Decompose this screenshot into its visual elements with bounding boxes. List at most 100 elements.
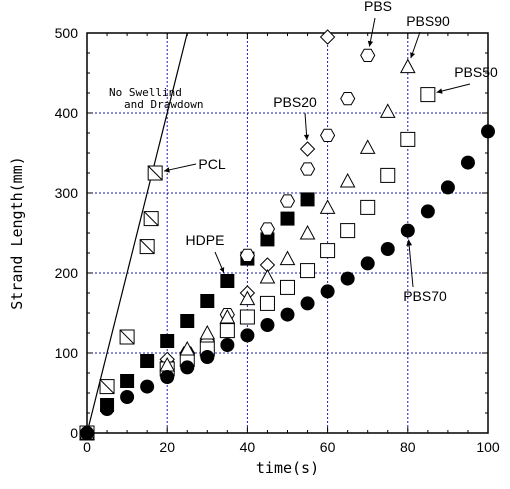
pbs90-point	[279, 250, 296, 266]
hdpe-point	[280, 211, 295, 226]
hdpe-arrowhead	[219, 267, 225, 273]
pbs90-point	[259, 268, 276, 284]
pcl-label: PCL	[198, 156, 225, 172]
pbs-label: PBS	[364, 0, 392, 14]
y-axis-title: Strand Length(mm)	[8, 156, 26, 310]
data-markers	[79, 29, 495, 441]
pbs90-arrowhead	[410, 52, 415, 59]
hdpe-point	[160, 334, 175, 348]
hdpe-point	[200, 294, 215, 308]
pcl-point	[147, 165, 163, 181]
pbs90-point	[179, 340, 196, 356]
hdpe-point	[260, 232, 275, 247]
y-tick-label: 0	[70, 425, 78, 441]
reference-line-label-line: and Drawdown	[124, 98, 203, 111]
pbs50-point	[380, 167, 396, 183]
hdpe-label: HDPE	[186, 232, 225, 248]
pbs70-point	[80, 426, 94, 440]
pbs70-point	[380, 242, 395, 256]
pbs50-point	[219, 323, 235, 339]
pcl-point-cross	[139, 239, 155, 254]
pbs70-point	[180, 360, 195, 375]
y-tick-label: 300	[55, 185, 79, 201]
pbs50-point	[300, 263, 316, 279]
pcl-point	[119, 329, 135, 345]
pbs20-point	[319, 29, 336, 45]
pbs70-point	[100, 402, 115, 416]
pbs90-point	[319, 199, 336, 214]
pcl-point-cross	[99, 379, 115, 394]
pbs20-arrowhead	[303, 134, 310, 141]
pbs-point	[239, 248, 255, 262]
x-tick-label: 60	[320, 439, 336, 455]
hdpe-point	[220, 274, 235, 288]
pcl-point-cross	[119, 329, 135, 345]
pbs70-point	[300, 296, 315, 311]
hdpe-point	[180, 314, 195, 328]
pbs50-point	[340, 223, 356, 239]
pbs90-point	[339, 172, 356, 188]
pbs70-point	[160, 370, 175, 384]
hdpe-point	[120, 374, 135, 388]
y-tick-label: 400	[55, 105, 79, 121]
pbs50-arrowhead	[436, 88, 443, 94]
hdpe-point	[140, 354, 155, 368]
pbs90-point	[219, 308, 236, 324]
pbs70-point	[400, 223, 415, 238]
pbs50-point	[320, 243, 336, 259]
axis-ticks: 0 20 40 60 80 100 0 100 200 300 400 500	[55, 25, 500, 455]
pbs70-point	[440, 180, 455, 195]
pbs-point	[279, 194, 296, 208]
pbs-point	[340, 92, 356, 106]
pbs70-point	[140, 379, 155, 394]
y-tick-label: 500	[55, 25, 79, 41]
pcl-leader	[163, 163, 197, 172]
pbs70-leader	[408, 239, 414, 288]
pbs-arrowhead	[367, 40, 374, 47]
pbs70-point	[481, 124, 495, 139]
pbs90-point	[379, 103, 396, 118]
pbs90-point	[399, 58, 416, 74]
pbs70-label: PBS70	[403, 288, 447, 304]
pbs70-point	[320, 284, 335, 299]
x-tick-label: 0	[83, 439, 91, 455]
pbs50-leader	[436, 83, 471, 93]
pbs-point	[300, 162, 316, 176]
annotations: PBS PBS90 PBS50 PBS20 PCL HDPE PBS70	[163, 0, 498, 304]
pbs70-point	[360, 256, 375, 271]
pbs90-label: PBS90	[406, 13, 450, 29]
pbs70-point	[280, 307, 295, 322]
pbs70-point	[200, 350, 215, 364]
pcl-point	[139, 239, 155, 255]
pbs70-point	[420, 204, 435, 219]
pbs20-label: PBS20	[273, 94, 317, 110]
pbs-point	[320, 128, 336, 142]
pcl-point-cross	[147, 165, 163, 181]
pbs50-point	[360, 199, 376, 215]
pbs20-point	[299, 141, 316, 157]
pbs50-point	[420, 87, 436, 103]
pbs70-point	[340, 271, 355, 286]
pbs-point	[259, 222, 276, 236]
pcl-point-cross	[143, 211, 159, 226]
pcl-point	[143, 211, 159, 227]
pbs90-point	[199, 324, 216, 340]
x-tick-label: 20	[159, 439, 175, 455]
pbs70-point	[260, 318, 275, 332]
y-tick-label: 100	[55, 345, 79, 361]
reference-line	[86, 32, 188, 434]
pbs90-point	[239, 290, 256, 306]
pbs50-point	[239, 309, 255, 325]
pbs50-point	[259, 295, 275, 311]
x-tick-label: 100	[476, 439, 500, 455]
pbs-point	[360, 48, 376, 62]
x-tick-label: 80	[400, 439, 416, 455]
reference-line-label-line: No Swellind	[109, 86, 182, 99]
pbs70-point	[120, 390, 135, 404]
hdpe-point	[300, 192, 315, 207]
y-tick-label: 200	[55, 265, 79, 281]
pbs50-point	[280, 279, 295, 295]
pbs90-point	[359, 139, 376, 154]
pcl-point	[99, 379, 115, 395]
